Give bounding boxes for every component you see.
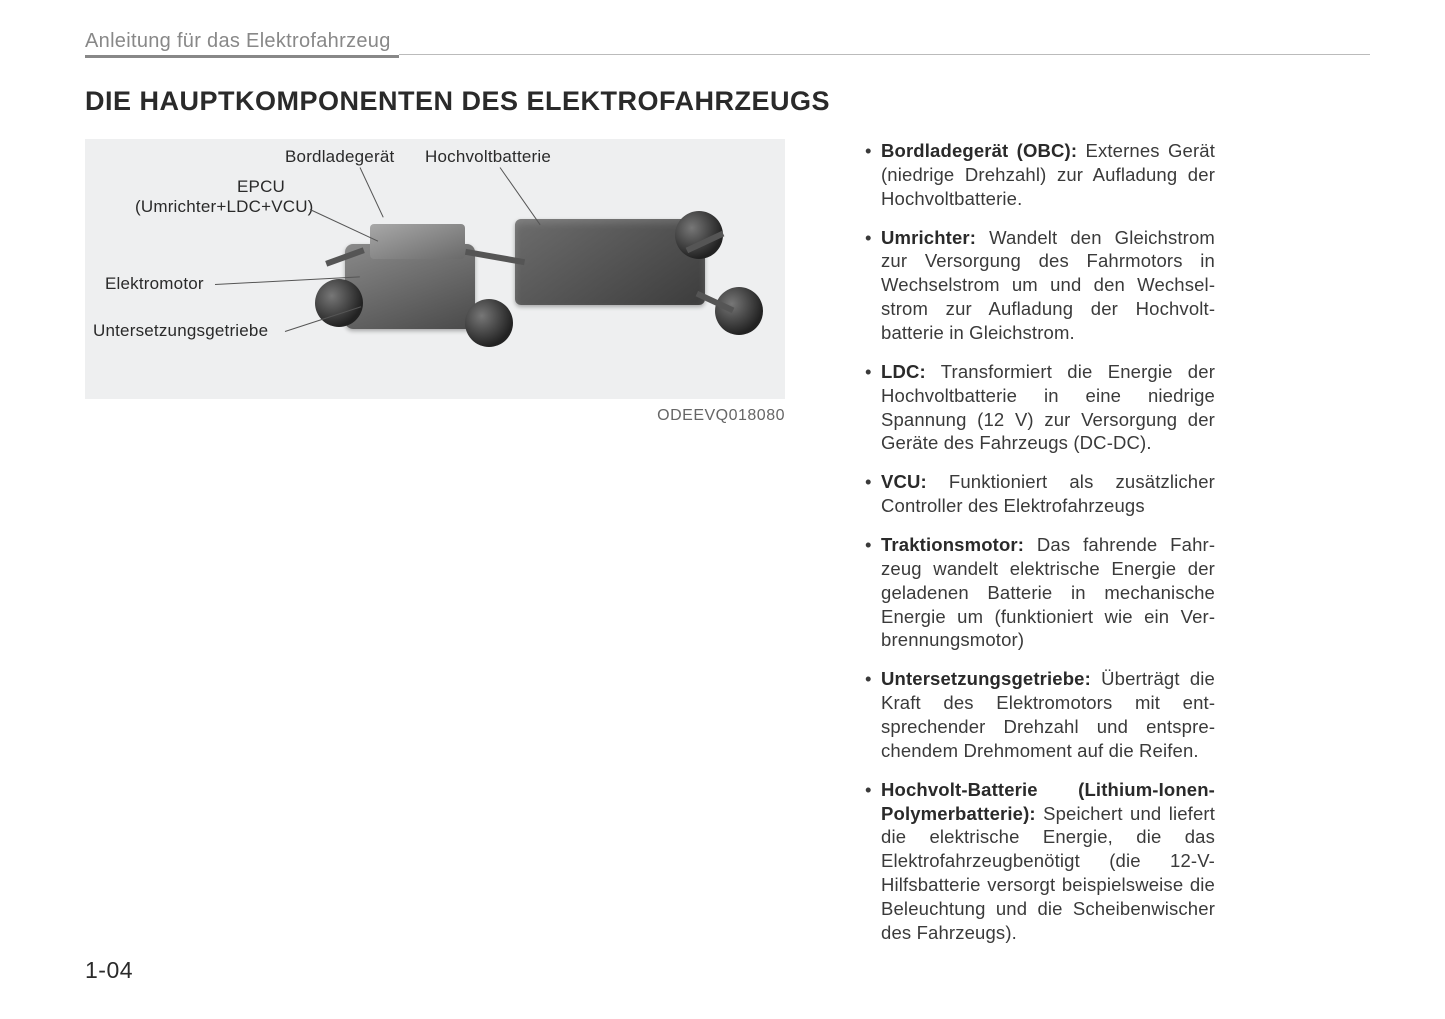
term: Umrichter: bbox=[881, 227, 976, 248]
content-row: Bordladegerät Hochvoltbatterie EPCU (Umr… bbox=[85, 139, 1370, 960]
wheel-icon bbox=[465, 299, 513, 347]
list-item: Umrichter: Wandelt den Gleichstrom zur V… bbox=[865, 226, 1215, 345]
list-item: Hochvolt-Batterie (Lithium-Ionen-Polymer… bbox=[865, 778, 1215, 945]
label-epcu-1: EPCU bbox=[237, 177, 285, 197]
header-text: Anleitung für das Elektrofahrzeug bbox=[85, 30, 399, 58]
desc: Transformiert die Energie der Hochvoltba… bbox=[881, 361, 1215, 454]
term: Traktionsmotor: bbox=[881, 534, 1024, 555]
list-item: VCU: Funktioniert als zusätzlicher Contr… bbox=[865, 470, 1215, 518]
label-bordladegeraet: Bordladegerät bbox=[285, 147, 394, 167]
component-diagram: Bordladegerät Hochvoltbatterie EPCU (Umr… bbox=[85, 139, 785, 399]
term: VCU: bbox=[881, 471, 927, 492]
figure-code: ODEEVQ018080 bbox=[657, 407, 785, 425]
list-item: Untersetzungsgetriebe: Überträgt die Kra… bbox=[865, 667, 1215, 762]
wheel-icon bbox=[715, 287, 763, 335]
desc: Funktioniert als zusätzlicher Controller… bbox=[881, 471, 1215, 516]
term: LDC: bbox=[881, 361, 926, 382]
term: Untersetzungsgetriebe: bbox=[881, 668, 1091, 689]
label-hochvoltbatterie: Hochvoltbatterie bbox=[425, 147, 551, 167]
chassis-illustration bbox=[315, 199, 755, 349]
page-title: DIE HAUPTKOMPONENTEN DES ELEKTROFAHRZEUG… bbox=[85, 86, 1370, 117]
list-item: Traktionsmotor: Das fahrende Fahr­zeug w… bbox=[865, 533, 1215, 652]
term: Bordladegerät (OBC): bbox=[881, 140, 1077, 161]
page-number: 1-04 bbox=[85, 957, 133, 984]
list-item: Bordladegerät (OBC): Externes Gerät (nie… bbox=[865, 139, 1215, 211]
page-header: Anleitung für das Elektrofahrzeug bbox=[85, 30, 1370, 58]
label-epcu-2: (Umrichter+LDC+VCU) bbox=[135, 197, 314, 217]
list-item: LDC: Transformiert die Energie der Hochv… bbox=[865, 360, 1215, 455]
figure-column: Bordladegerät Hochvoltbatterie EPCU (Umr… bbox=[85, 139, 785, 399]
header-rule bbox=[399, 54, 1370, 55]
label-elektromotor: Elektromotor bbox=[105, 274, 204, 294]
label-untersetzungsgetriebe: Untersetzungsgetriebe bbox=[93, 321, 268, 341]
component-bullet-list: Bordladegerät (OBC): Externes Gerät (nie… bbox=[865, 139, 1215, 960]
epcu-block-shape bbox=[370, 224, 465, 259]
